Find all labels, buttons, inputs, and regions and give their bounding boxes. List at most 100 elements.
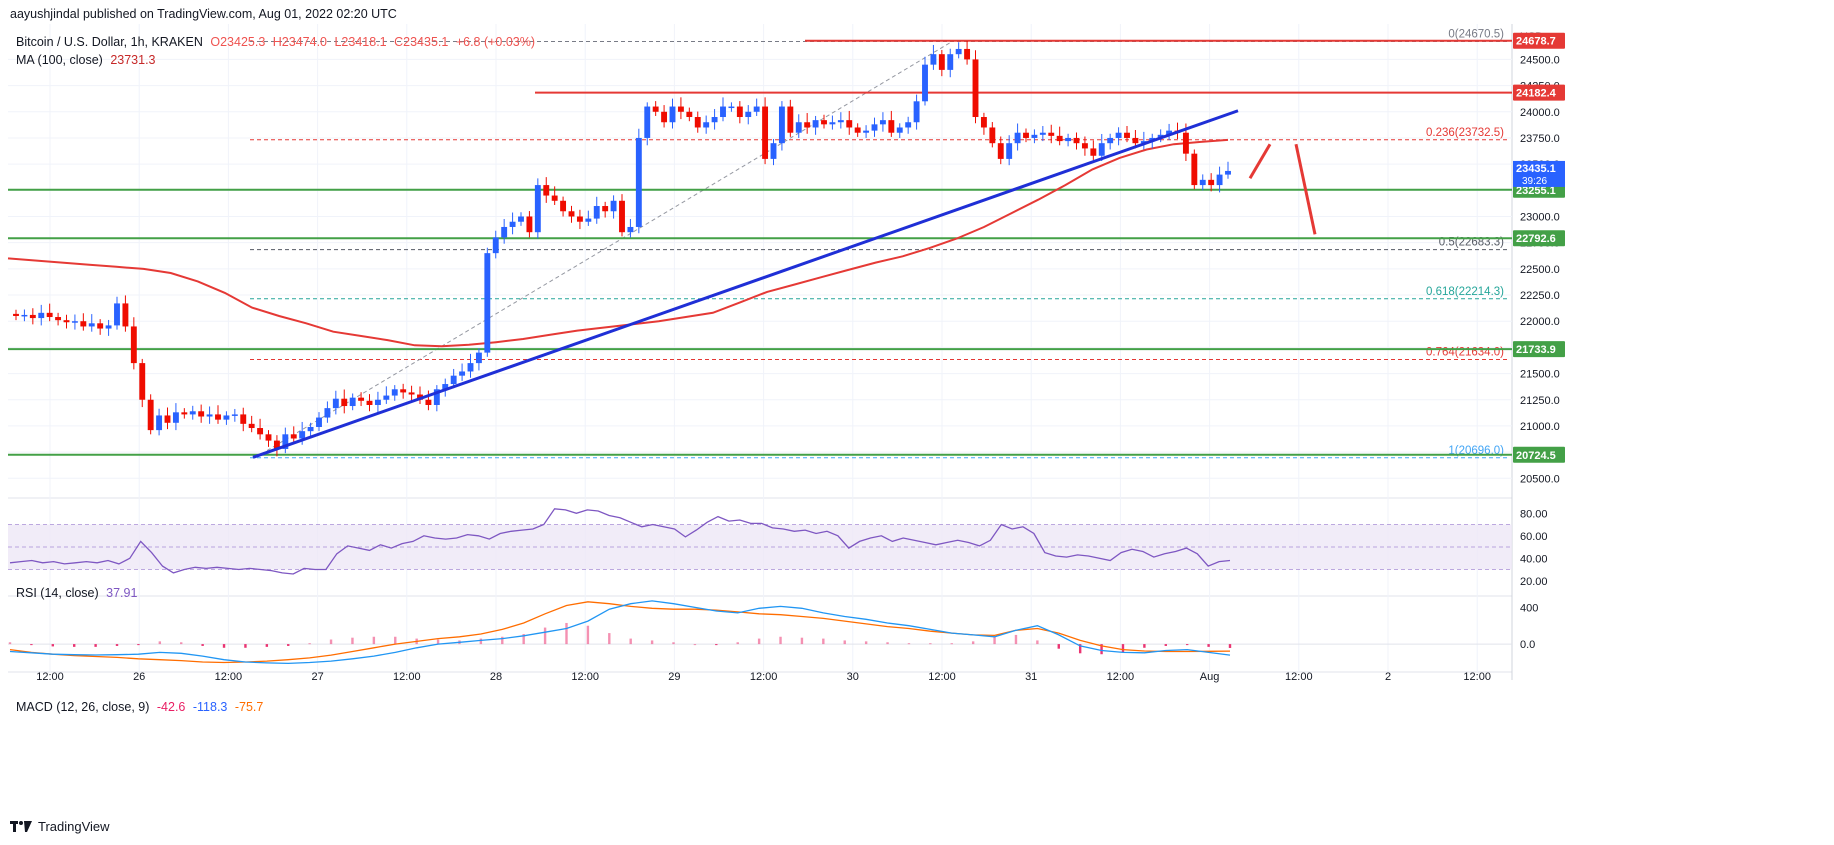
symbol-title: Bitcoin / U.S. Dollar, 1h, KRAKEN <box>16 35 203 49</box>
candle-body <box>947 54 954 70</box>
candle-body <box>71 321 78 323</box>
macd-histogram-bar <box>287 644 290 646</box>
time-tick-label: 12:00 <box>215 671 243 683</box>
candle-body <box>425 399 432 405</box>
candle-body <box>610 200 617 212</box>
macd-histogram-bar <box>115 644 119 646</box>
candle-body <box>669 106 676 123</box>
macd-histogram-bar <box>693 644 697 646</box>
price-tick-label: 20500.0 <box>1520 473 1560 485</box>
candle-body <box>980 117 987 128</box>
macd-histogram-bar <box>222 644 226 648</box>
macd-histogram-bar <box>672 642 675 645</box>
macd-histogram-bar <box>757 638 761 645</box>
candle-body <box>147 399 154 431</box>
candle-body <box>88 323 95 327</box>
time-tick-label: 12:00 <box>1107 671 1135 683</box>
macd-histogram-bar <box>822 638 825 645</box>
candle-body <box>627 226 634 233</box>
macd-histogram-bar <box>479 638 483 645</box>
candle-body <box>290 434 297 439</box>
trend-line <box>252 109 1239 459</box>
footer-brand[interactable]: TradingView <box>10 819 110 834</box>
candle-body <box>560 200 567 212</box>
macd-histogram-bar <box>864 641 868 645</box>
macd-histogram-bar <box>736 642 739 645</box>
macd-histogram-bar <box>372 636 376 645</box>
candle-body <box>299 431 306 439</box>
candle-body <box>905 122 912 128</box>
price-tick-label: 24000.0 <box>1520 107 1560 119</box>
macd-histogram-bar <box>1207 644 1210 647</box>
candle-body <box>913 101 920 123</box>
macd-histogram-bar <box>436 639 440 645</box>
time-tick-label: 29 <box>668 671 680 683</box>
price-level-tag <box>1513 341 1565 358</box>
macd-histogram-bar <box>30 644 33 646</box>
rsi-tick-label: 20.00 <box>1520 576 1548 588</box>
candle-body <box>475 352 482 364</box>
last-price-tag-value: 23435.1 <box>1516 163 1556 175</box>
candle-body <box>366 400 373 405</box>
macd-histogram-bar <box>158 641 162 645</box>
candle-body <box>720 106 726 118</box>
macd-histogram-bar <box>800 637 804 645</box>
candle-body <box>1132 137 1139 144</box>
candle-body <box>812 120 819 128</box>
candle-body <box>543 185 550 196</box>
macd-histogram-bar <box>1121 644 1125 653</box>
candle-body <box>122 303 129 327</box>
price-level-tag-label: 24182.4 <box>1516 88 1557 100</box>
candle-body <box>248 423 255 429</box>
fib-label: 0.236(23732.5) <box>1426 127 1504 139</box>
candle-body <box>997 143 1004 159</box>
candle-body <box>871 124 878 131</box>
candle-body <box>374 399 381 405</box>
price-level-tag-label: 24678.7 <box>1516 36 1556 48</box>
candle-body <box>888 120 895 133</box>
candle-body <box>105 325 112 329</box>
candle-body <box>341 398 348 407</box>
fib-label: 0(24670.5) <box>1448 29 1504 41</box>
candle-body <box>21 314 28 317</box>
time-tick-label: 12:00 <box>750 671 778 683</box>
last-price-tag <box>1513 160 1565 187</box>
candle-body <box>1166 130 1173 135</box>
candle-body <box>1090 148 1097 156</box>
candle-body <box>1191 153 1198 186</box>
candle-body <box>1039 132 1046 135</box>
candle-body <box>593 206 600 219</box>
macd-tick-label: 400 <box>1520 602 1538 614</box>
candle-body <box>619 200 625 233</box>
candle-body <box>644 106 651 138</box>
ma-legend: MA (100, close) 23731.3 <box>16 53 160 67</box>
time-tick-label: 12:00 <box>36 671 64 683</box>
fib-label: 1(20696.0) <box>1448 445 1504 457</box>
price-tick-label: 21500.0 <box>1520 369 1560 381</box>
candle-body <box>854 127 861 133</box>
candle-body <box>972 59 979 118</box>
symbol-legend: Bitcoin / U.S. Dollar, 1h, KRAKEN O23425… <box>16 35 539 49</box>
macd-histogram-bar <box>329 639 333 645</box>
footer-brand-label: TradingView <box>38 819 110 834</box>
candle-body <box>459 371 466 376</box>
price-tick-label: 24500.0 <box>1520 54 1560 66</box>
tradingview-logo-icon <box>10 820 32 832</box>
macd-tick-label: 0.0 <box>1520 639 1535 651</box>
candle-body <box>787 106 794 133</box>
macd-histogram-bar <box>1164 644 1167 646</box>
time-tick-label: 28 <box>490 671 502 683</box>
candle-body <box>484 253 491 353</box>
macd-histogram-bar <box>1100 644 1103 655</box>
candle-body <box>349 397 356 407</box>
candle-body <box>703 122 710 128</box>
candle-body <box>1073 137 1080 144</box>
macd-label: MACD (12, 26, close, 9) <box>16 700 150 714</box>
price-level-tag <box>1513 84 1565 101</box>
time-tick-label: 12:00 <box>1463 671 1491 683</box>
candle-body <box>736 106 743 118</box>
candle-body <box>273 440 280 449</box>
macd-histogram-bar <box>586 625 590 645</box>
macd-signal-value: -75.7 <box>234 700 264 714</box>
